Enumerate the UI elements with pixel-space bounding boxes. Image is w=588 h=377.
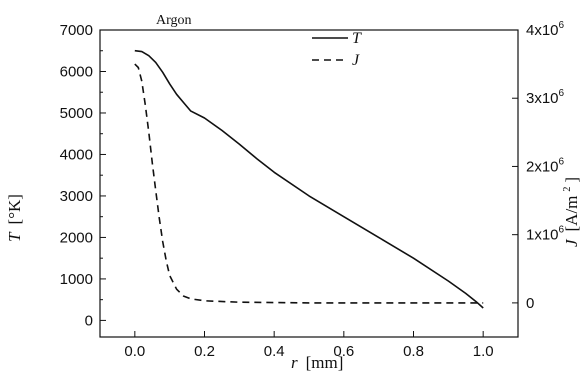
- left-y-tick-label: 4000: [60, 146, 93, 163]
- left-y-tick-label: 6000: [60, 63, 93, 80]
- x-axis-ticks: 0.0 0.2 0.4 0.6 0.8 1.0: [124, 331, 494, 360]
- right-y-axis-unit-sup: 2: [562, 187, 573, 192]
- x-tick-label: 0.6: [333, 343, 354, 360]
- plot-frame: [99, 29, 519, 338]
- right-y-axis-title: J [A/m 2 ]: [557, 177, 581, 247]
- legend-label-T: T: [352, 30, 362, 47]
- right-y-tick-label: 4x106: [526, 20, 565, 39]
- left-y-axis-var: T: [5, 231, 24, 242]
- series-line-T: [134, 49, 484, 309]
- left-y-tick-label: 7000: [60, 22, 93, 39]
- x-axis-var: r: [291, 353, 298, 372]
- right-y-tick-label: 3x106: [526, 88, 565, 107]
- left-y-tick-label: 2000: [60, 229, 93, 246]
- legend: T J: [312, 30, 362, 69]
- x-tick-label: 0.0: [124, 343, 145, 360]
- left-y-tick-label: 0: [85, 312, 93, 329]
- x-tick-label: 0.4: [264, 343, 285, 360]
- legend-label-J: J: [352, 52, 360, 69]
- x-axis-title: r [mm]: [291, 353, 343, 372]
- right-y-tick-label: 1x106: [526, 225, 565, 244]
- right-y-axis-var: J: [562, 238, 581, 247]
- right-y-axis-unit-end: ]: [562, 177, 581, 183]
- left-y-tick-label: 1000: [60, 271, 93, 288]
- left-y-axis-unit: [°K]: [5, 194, 24, 224]
- right-y-axis-ticks: 0 1x106 2x106 3x106 4x106: [512, 20, 565, 312]
- left-y-axis-title: T [°K]: [5, 194, 24, 242]
- chart-annotation: Argon: [156, 13, 192, 28]
- left-y-tick-label: 5000: [60, 105, 93, 122]
- x-tick-label: 0.2: [194, 343, 215, 360]
- series-lines: [134, 49, 484, 309]
- series-line-J: [134, 63, 484, 304]
- left-y-tick-label: 3000: [60, 188, 93, 205]
- left-y-axis-ticks: 0 1000 2000 3000 4000 5000 6000 7000: [60, 22, 106, 329]
- right-y-tick-label: 2x106: [526, 156, 565, 175]
- x-axis-unit: [mm]: [306, 353, 344, 372]
- right-y-axis-unit: [A/m: [562, 196, 581, 232]
- x-tick-label: 0.8: [403, 343, 424, 360]
- right-y-tick-label: 0: [526, 295, 534, 312]
- x-tick-label: 1.0: [473, 343, 494, 360]
